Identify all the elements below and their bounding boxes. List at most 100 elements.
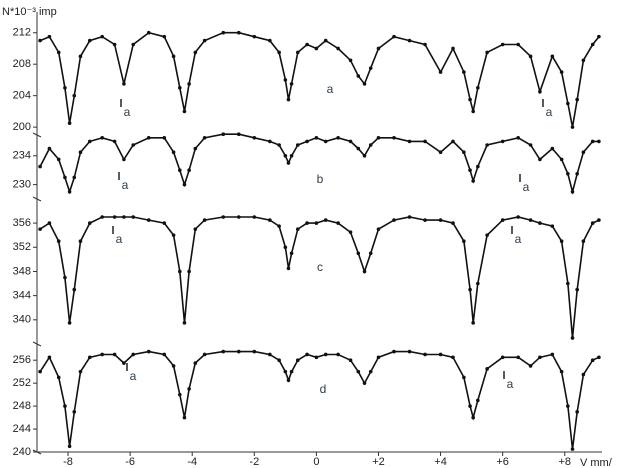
data-point: [566, 172, 570, 176]
data-point: [87, 139, 92, 144]
data-point: [559, 70, 564, 74]
data-point: [575, 97, 579, 102]
data-point: [314, 136, 319, 140]
data-point: [376, 227, 381, 231]
data-point: [538, 157, 542, 162]
data-point: [100, 215, 104, 219]
data-point: [566, 281, 570, 286]
y-tick-label: 212: [13, 27, 31, 39]
data-point: [193, 146, 198, 151]
data-point: [63, 275, 67, 280]
data-point: [500, 42, 505, 47]
data-point: [462, 239, 466, 244]
data-point: [286, 266, 291, 271]
data-point: [187, 387, 191, 391]
data-point: [570, 190, 575, 194]
data-point: [283, 154, 288, 158]
data-point: [451, 221, 455, 225]
annotation: a: [515, 232, 522, 246]
data-point: [182, 415, 187, 420]
data-point: [67, 121, 72, 125]
data-point: [78, 369, 83, 374]
data-point: [112, 139, 117, 144]
data-point: [295, 143, 300, 147]
data-point: [182, 321, 187, 325]
data-point: [336, 352, 340, 357]
data-point: [368, 143, 373, 147]
data-point: [100, 34, 104, 39]
data-point: [72, 93, 77, 98]
data-point: [468, 287, 472, 292]
data-point: [468, 404, 472, 408]
data-point: [550, 352, 555, 357]
data-point: [122, 157, 126, 162]
y-axis-label: N*10⁻³ imp: [2, 6, 57, 18]
panel-label: b: [317, 172, 324, 186]
data-point: [597, 218, 601, 222]
spectrum-line: [39, 31, 600, 128]
data-point: [550, 146, 555, 151]
data-point: [407, 139, 412, 144]
data-point: [348, 358, 353, 363]
data-point: [305, 221, 309, 225]
data-point: [171, 364, 176, 368]
data-point: [56, 375, 61, 380]
data-point: [468, 168, 472, 172]
data-point: [476, 164, 480, 169]
data-point: [56, 157, 61, 162]
data-point: [516, 215, 520, 219]
data-point: [356, 146, 361, 151]
data-point: [56, 239, 61, 244]
data-point: [476, 86, 480, 90]
data-point: [570, 336, 575, 340]
data-point: [462, 375, 466, 380]
data-point: [122, 361, 126, 365]
data-point: [122, 82, 126, 86]
data-point: [72, 410, 77, 414]
y-tick-label: 204: [13, 90, 31, 102]
data-point: [38, 227, 42, 231]
data-point: [581, 239, 586, 244]
data-point: [407, 38, 412, 43]
data-point: [146, 136, 151, 140]
data-point: [63, 86, 67, 90]
data-point: [277, 358, 281, 363]
data-point: [305, 352, 309, 357]
data-point: [289, 154, 294, 158]
data-point: [348, 139, 353, 144]
annotation: a: [122, 178, 129, 192]
y-tick-label: 252: [13, 377, 31, 389]
data-point: [187, 269, 191, 274]
data-point: [289, 251, 294, 256]
y-tick-label: 244: [13, 423, 31, 435]
data-point: [162, 352, 167, 357]
data-point: [67, 444, 72, 449]
data-point: [236, 132, 241, 136]
x-tick-label: -2: [249, 456, 259, 468]
data-point: [252, 34, 257, 39]
data-point: [67, 321, 72, 325]
data-point: [362, 82, 367, 86]
data-point: [252, 136, 257, 140]
data-point: [47, 146, 52, 151]
x-tick-label: +2: [372, 456, 385, 468]
data-point: [221, 215, 226, 219]
data-point: [87, 38, 92, 43]
data-point: [516, 42, 520, 47]
data-point: [407, 349, 412, 354]
data-point: [323, 218, 328, 222]
y-tick-label: 230: [13, 179, 31, 191]
y-tick-label: 348: [13, 265, 31, 277]
data-point: [38, 164, 42, 169]
data-point: [423, 218, 427, 222]
data-point: [182, 182, 187, 187]
data-point: [38, 369, 42, 374]
data-point: [305, 42, 309, 47]
data-point: [268, 218, 272, 222]
data-point: [362, 154, 367, 158]
data-point: [193, 227, 198, 231]
data-point: [162, 221, 167, 225]
data-point: [550, 54, 555, 59]
y-tick-label: 256: [13, 354, 31, 366]
data-point: [146, 30, 151, 35]
